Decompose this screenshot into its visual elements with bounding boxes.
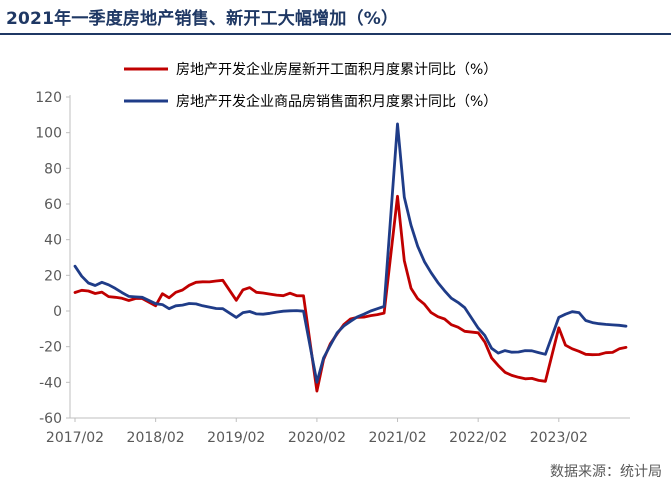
- y-tick-label: -60: [39, 411, 62, 427]
- x-tick-label: 2018/02: [127, 430, 185, 446]
- title-underline: [0, 33, 671, 35]
- legend-label-1: 房地产开发企业房屋新开工面积月度累计同比（%）: [176, 61, 497, 78]
- chart-title: 2021年一季度房地产销售、新开工大幅增加（%）: [6, 9, 399, 29]
- x-tick-label: 2019/02: [207, 430, 265, 446]
- x-tick-label: 2022/02: [449, 430, 507, 446]
- y-tick-label: 20: [44, 268, 62, 284]
- x-tick-label: 2017/02: [46, 430, 104, 446]
- series-line-1: [73, 194, 628, 393]
- y-tick-label: 40: [44, 233, 62, 249]
- y-tick-label: 80: [44, 161, 62, 177]
- series-line-2: [73, 122, 628, 384]
- chart-axes: -60 -40 -20 0 20 40 60 80 100 120 2017/02 2018/02 20…: [35, 90, 630, 446]
- source-note: 数据来源：统计局: [550, 464, 662, 480]
- y-tick-label: -40: [39, 375, 62, 391]
- y-tick-label: 100: [35, 126, 62, 142]
- x-tick-label: 2021/02: [368, 430, 426, 446]
- y-tick-label: 60: [44, 197, 62, 213]
- x-tick-label: 2020/02: [288, 430, 346, 446]
- legend-label-2: 房地产开发企业商品房销售面积月度累计同比（%）: [176, 93, 497, 110]
- y-tick-label: -20: [39, 340, 62, 356]
- series-layer: [73, 122, 628, 393]
- y-tick-label: 0: [53, 304, 62, 320]
- y-tick-label: 120: [35, 90, 62, 106]
- x-tick-label: 2023/02: [530, 430, 588, 446]
- chart-legend: 房地产开发企业房屋新开工面积月度累计同比（%） 房地产开发企业商品房销售面积月度累…: [124, 61, 497, 110]
